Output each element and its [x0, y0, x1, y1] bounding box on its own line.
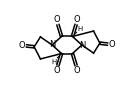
Text: O: O — [54, 15, 60, 24]
Text: O: O — [74, 66, 80, 75]
Text: H: H — [77, 25, 83, 32]
Text: N: N — [49, 40, 55, 49]
Text: N: N — [79, 41, 85, 50]
Text: O: O — [54, 66, 60, 75]
Polygon shape — [72, 31, 77, 36]
Text: H: H — [51, 58, 57, 65]
Polygon shape — [57, 54, 62, 58]
Text: O: O — [74, 15, 80, 24]
Text: O: O — [108, 40, 115, 49]
Text: O: O — [19, 41, 26, 50]
